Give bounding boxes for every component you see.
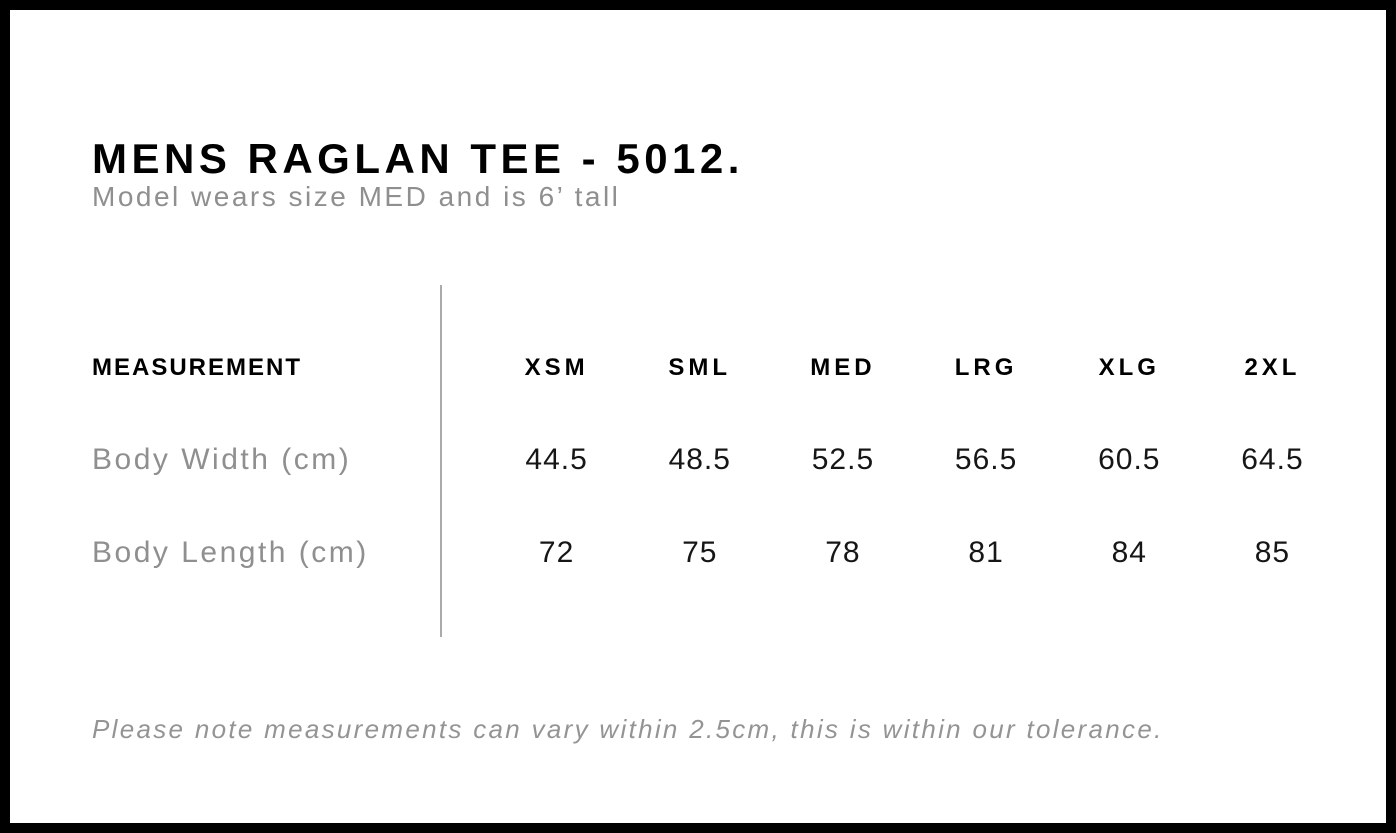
size-column-header-sml: SML [668,354,732,381]
table-row-body-width: Body Width (cm) 44.5 48.5 52.5 56.5 60.5… [92,440,1344,480]
body-width-value-xlg: 60.5 [1098,443,1161,476]
measurement-column-header: MEASUREMENT [92,354,303,381]
row-label-body-width: Body Width (cm) [92,443,352,476]
row-label-body-length: Body Length (cm) [92,536,369,569]
body-length-value-med: 78 [825,536,861,569]
size-column-header-lrg: LRG [954,354,1018,381]
body-length-value-lrg: 81 [968,536,1004,569]
body-length-value-sml: 75 [682,536,718,569]
size-column-header-xlg: XLG [1098,354,1160,381]
body-width-value-2xl: 64.5 [1241,443,1304,476]
size-chart-header-row: MEASUREMENT XSM SML MED LRG XLG 2XL [92,348,1344,388]
body-length-value-xlg: 84 [1111,536,1147,569]
size-column-header-xsm: XSM [524,354,589,381]
size-header-group: XSM SML MED LRG XLG 2XL [485,354,1344,382]
size-column-header-2xl: 2XL [1244,354,1301,381]
size-chart-table: MEASUREMENT XSM SML MED LRG XLG 2XL Body… [92,285,1344,637]
body-width-values: 44.5 48.5 52.5 56.5 60.5 64.5 [485,443,1344,477]
table-row-body-length: Body Length (cm) 72 75 78 81 84 85 [92,533,1344,573]
page-title: MENS RAGLAN TEE - 5012. [92,135,744,183]
body-width-value-sml: 48.5 [668,443,731,476]
body-width-value-lrg: 56.5 [954,443,1018,476]
model-size-note: Model wears size MED and is 6’ tall [92,181,621,212]
body-width-value-med: 52.5 [811,443,875,476]
body-length-value-xsm: 72 [538,536,575,569]
body-width-value-xsm: 44.5 [525,443,588,476]
tolerance-note: Please note measurements can vary within… [92,714,1164,744]
size-column-header-med: MED [810,354,876,381]
body-length-value-2xl: 85 [1254,536,1291,569]
body-length-values: 72 75 78 81 84 85 [485,536,1344,570]
column-divider-line [440,285,442,637]
